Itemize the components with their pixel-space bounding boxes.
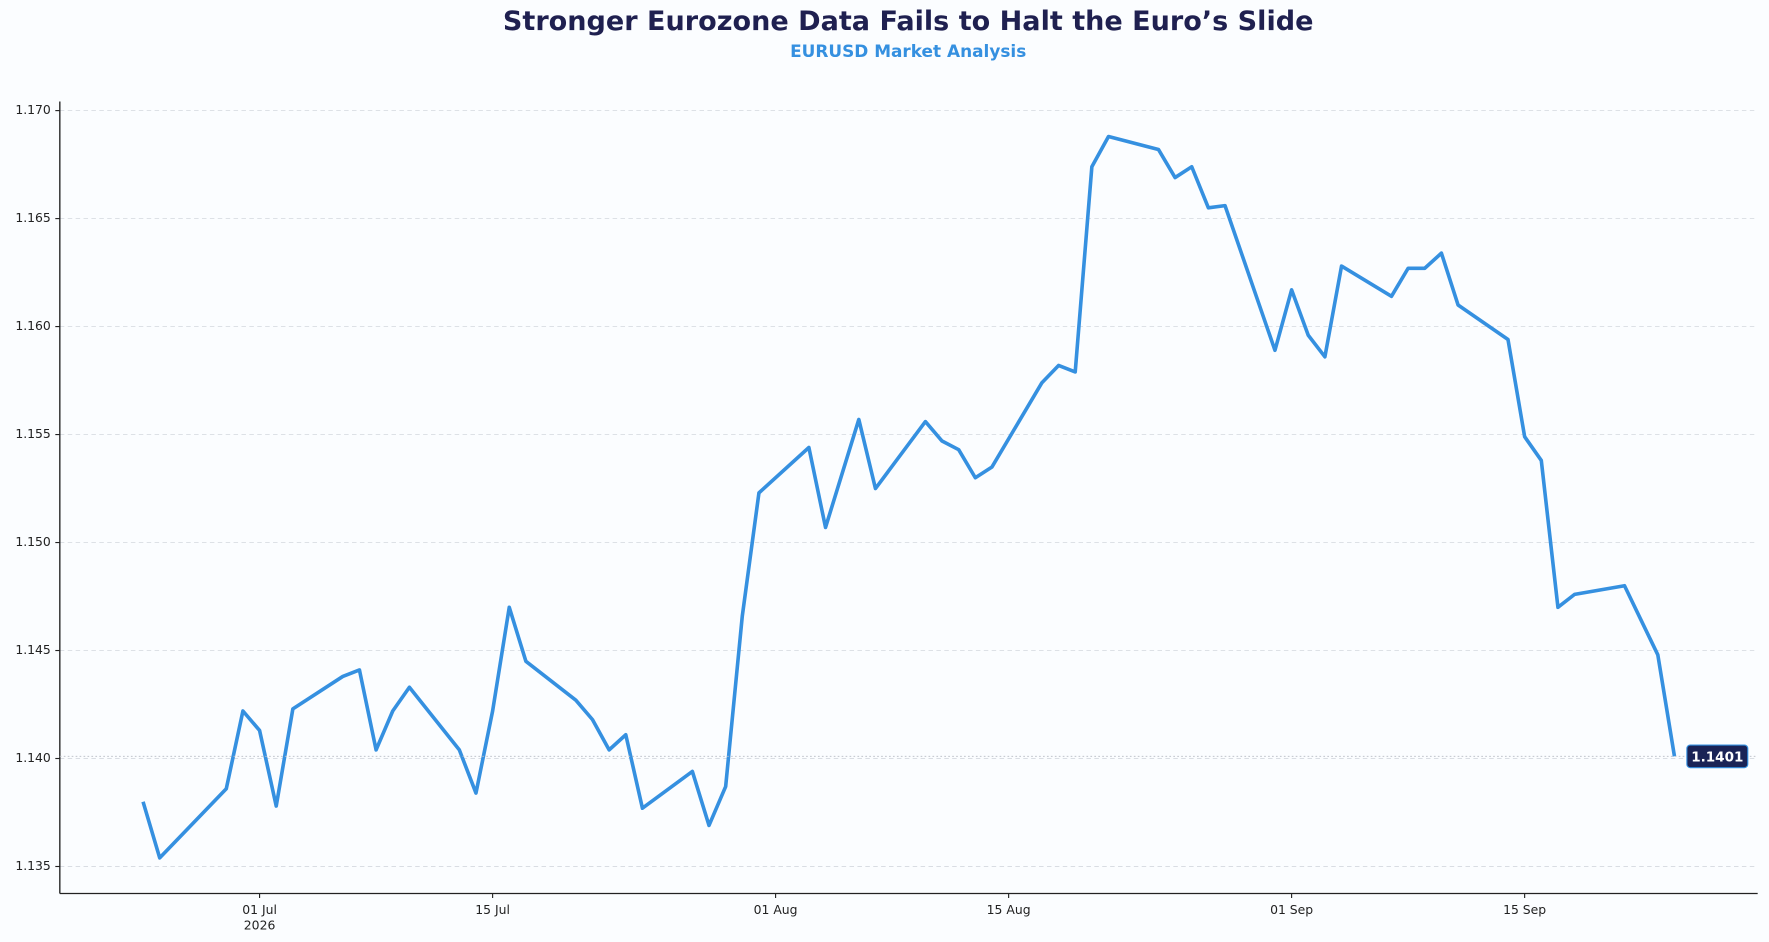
- y-tick-label: 1.160: [15, 318, 51, 333]
- y-tick-label: 1.135: [15, 858, 50, 873]
- x-tick-label: 15 Sep: [1503, 902, 1546, 917]
- x-year-label: 2026: [244, 918, 276, 933]
- x-tick-label: 01 Jul: [242, 902, 277, 917]
- y-tick-label: 1.165: [15, 210, 50, 225]
- y-tick-label: 1.170: [15, 102, 51, 117]
- y-tick-label: 1.155: [15, 426, 50, 441]
- last-value-box: [1686, 744, 1749, 769]
- chart-subtitle: EURUSD Market Analysis: [790, 41, 1026, 61]
- y-tick-label: 1.145: [15, 642, 50, 657]
- x-tick-label: 15 Jul: [475, 902, 510, 917]
- y-tick-label: 1.150: [15, 534, 51, 549]
- chart-title: Stronger Eurozone Data Fails to Halt the…: [503, 6, 1314, 37]
- y-tick-label: 1.140: [15, 750, 51, 765]
- x-tick-label: 01 Aug: [754, 902, 798, 917]
- x-tick-label: 01 Sep: [1270, 902, 1313, 917]
- series-line: [141, 134, 1677, 860]
- last-value-label: 1.1401: [1691, 749, 1743, 765]
- x-tick-label: 15 Aug: [987, 902, 1031, 917]
